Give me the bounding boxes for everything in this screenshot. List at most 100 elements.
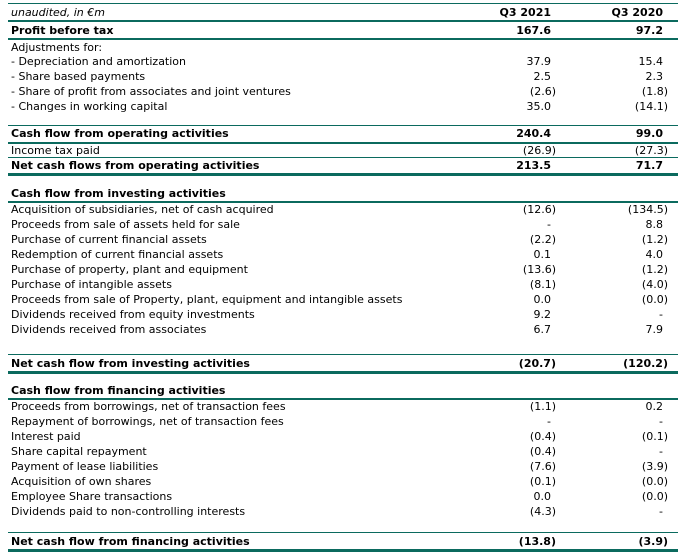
row-value-q3-2020	[556, 186, 668, 203]
row-label: Income tax paid	[8, 142, 438, 158]
row-value-q3-2020: (0.0)	[641, 489, 668, 503]
row-value-q3-2021: (1.1)	[529, 400, 556, 413]
row-label: - Share of profit from associates and jo…	[11, 85, 291, 98]
row-value-q3-2020: (0.1)	[641, 429, 668, 443]
row-end-spacer	[668, 489, 678, 504]
row-end-spacer	[668, 84, 678, 99]
row-end-spacer	[668, 247, 678, 262]
row-label: Dividends received from equity investmen…	[11, 307, 255, 321]
row-end-spacer	[668, 142, 678, 158]
row-value-q3-2020	[556, 383, 668, 400]
row-value-q3-2021: (13.8)	[438, 532, 556, 552]
row-end-spacer	[668, 414, 678, 429]
row-value-q3-2020: 99.0	[556, 124, 668, 144]
cash-flow-statement: unaudited, in €m Q3 2021 Q3 2020 Profit …	[8, 3, 678, 552]
row-label: Purchase of property, plant and equipmen…	[11, 262, 248, 276]
row-end-spacer	[668, 383, 678, 400]
row-value-q3-2021: (2.2)	[529, 232, 556, 246]
row-end-spacer	[668, 124, 678, 144]
row-value-q3-2021: 37.9	[526, 55, 552, 68]
cash-flow-table: unaudited, in €m Q3 2021 Q3 2020 Profit …	[8, 3, 678, 552]
row-end-spacer	[668, 186, 678, 203]
row-label: Net cash flows from operating activities	[8, 157, 438, 176]
row-value-q3-2021: (12.6)	[522, 203, 556, 216]
row-end-spacer	[668, 429, 678, 444]
row-value-q3-2020: (3.9)	[641, 459, 668, 473]
row-value-q3-2020: (120.2)	[556, 354, 668, 374]
table-row: Purchase of current financial assets (2.2…	[8, 232, 678, 247]
row-end-spacer	[668, 322, 678, 337]
row-value-q3-2020: 7.9	[645, 322, 664, 336]
row-end-spacer	[668, 532, 678, 552]
row-label: Cash flow from investing activities	[8, 186, 438, 203]
row-value-q3-2020	[556, 39, 668, 54]
row-value-q3-2021: (8.1)	[529, 277, 556, 291]
table-row: Cash flow from investing activities	[8, 186, 678, 203]
row-value-q3-2021: 0.0	[533, 292, 552, 306]
spacer-row	[8, 114, 678, 125]
row-end-spacer	[668, 202, 678, 217]
row-value-q3-2020: (0.0)	[641, 474, 668, 488]
row-value-q3-2020: (4.0)	[641, 277, 668, 291]
row-value-q3-2020: (14.1)	[634, 100, 668, 113]
spacer-cell	[8, 519, 678, 533]
row-value-q3-2021: (7.6)	[529, 459, 556, 473]
column-header-q3-2021: Q3 2021	[438, 3, 556, 22]
row-label: Redemption of current financial assets	[11, 247, 224, 261]
table-row: Proceeds from sale of assets held for sa…	[8, 217, 678, 232]
row-value-q3-2021: 6.7	[533, 322, 552, 336]
row-label: Dividends received from associates	[11, 322, 207, 336]
row-value-q3-2020: -	[659, 444, 663, 458]
row-end-spacer	[668, 399, 678, 414]
row-value-q3-2020: 8.8	[645, 217, 664, 231]
row-value-q3-2021	[438, 383, 556, 400]
row-value-q3-2021: -	[547, 217, 551, 231]
spacer-cell	[8, 175, 678, 187]
row-value-q3-2021: -	[547, 414, 551, 428]
row-end-spacer	[668, 354, 678, 374]
table-row: Redemption of current financial assets 0.…	[8, 247, 678, 262]
row-end-spacer	[668, 54, 678, 69]
row-label: Proceeds from borrowings, net of transac…	[11, 400, 286, 413]
row-value-q3-2021: (4.3)	[529, 504, 556, 518]
spacer-row	[8, 519, 678, 533]
row-end-spacer	[668, 69, 678, 84]
table-row: Payment of lease liabilities (7.6) (3.9)	[8, 459, 678, 474]
row-value-q3-2021: (0.1)	[529, 474, 556, 488]
row-end-spacer	[668, 157, 678, 176]
row-end-spacer	[668, 444, 678, 459]
table-row: Acquisition of own shares (0.1) (0.0)	[8, 474, 678, 489]
table-row: Dividends paid to non-controlling intere…	[8, 504, 678, 519]
row-label: Acquisition of own shares	[11, 474, 152, 488]
row-value-q3-2020: (1.2)	[641, 232, 668, 246]
row-value-q3-2021: 9.2	[533, 307, 552, 321]
row-value-q3-2021: 213.5	[438, 157, 556, 176]
row-value-q3-2021: 0.0	[533, 489, 552, 503]
row-label: Net cash flow from investing activities	[8, 354, 438, 374]
row-label: Repayment of borrowings, net of transact…	[11, 414, 284, 428]
row-end-spacer	[668, 292, 678, 307]
table-row: Net cash flow from investing activities (…	[8, 354, 678, 374]
row-label: Dividends paid to non-controlling intere…	[11, 504, 246, 518]
row-label: - Changes in working capital	[11, 100, 168, 113]
table-row: Net cash flows from operating activities…	[8, 157, 678, 176]
row-end-spacer	[668, 504, 678, 519]
row-label: Proceeds from sale of assets held for sa…	[11, 217, 240, 231]
table-row: Cash flow from operating activities 240.4…	[8, 124, 678, 144]
row-label: Interest paid	[11, 429, 81, 443]
row-label: - Share based payments	[11, 70, 146, 83]
row-label: Cash flow from operating activities	[8, 124, 438, 144]
row-value-q3-2020: (1.2)	[641, 262, 668, 276]
spacer-row	[8, 337, 678, 355]
row-label: Proceeds from sale of Property, plant, e…	[11, 292, 403, 306]
table-row: Net cash flow from financing activities(…	[8, 532, 678, 552]
row-value-q3-2021	[438, 186, 556, 203]
table-row: Share capital repayment (0.4) -	[8, 444, 678, 459]
table-row: Repayment of borrowings, net of transact…	[8, 414, 678, 429]
row-value-q3-2021: (0.4)	[529, 429, 556, 443]
table-row: Proceeds from sale of Property, plant, e…	[8, 292, 678, 307]
row-value-q3-2021: 35.0	[526, 100, 552, 113]
table-row: Adjustments for:	[8, 39, 678, 54]
table-row: - Depreciation and amortization 37.9 15.4	[8, 54, 678, 69]
row-value-q3-2020: (0.0)	[641, 292, 668, 306]
